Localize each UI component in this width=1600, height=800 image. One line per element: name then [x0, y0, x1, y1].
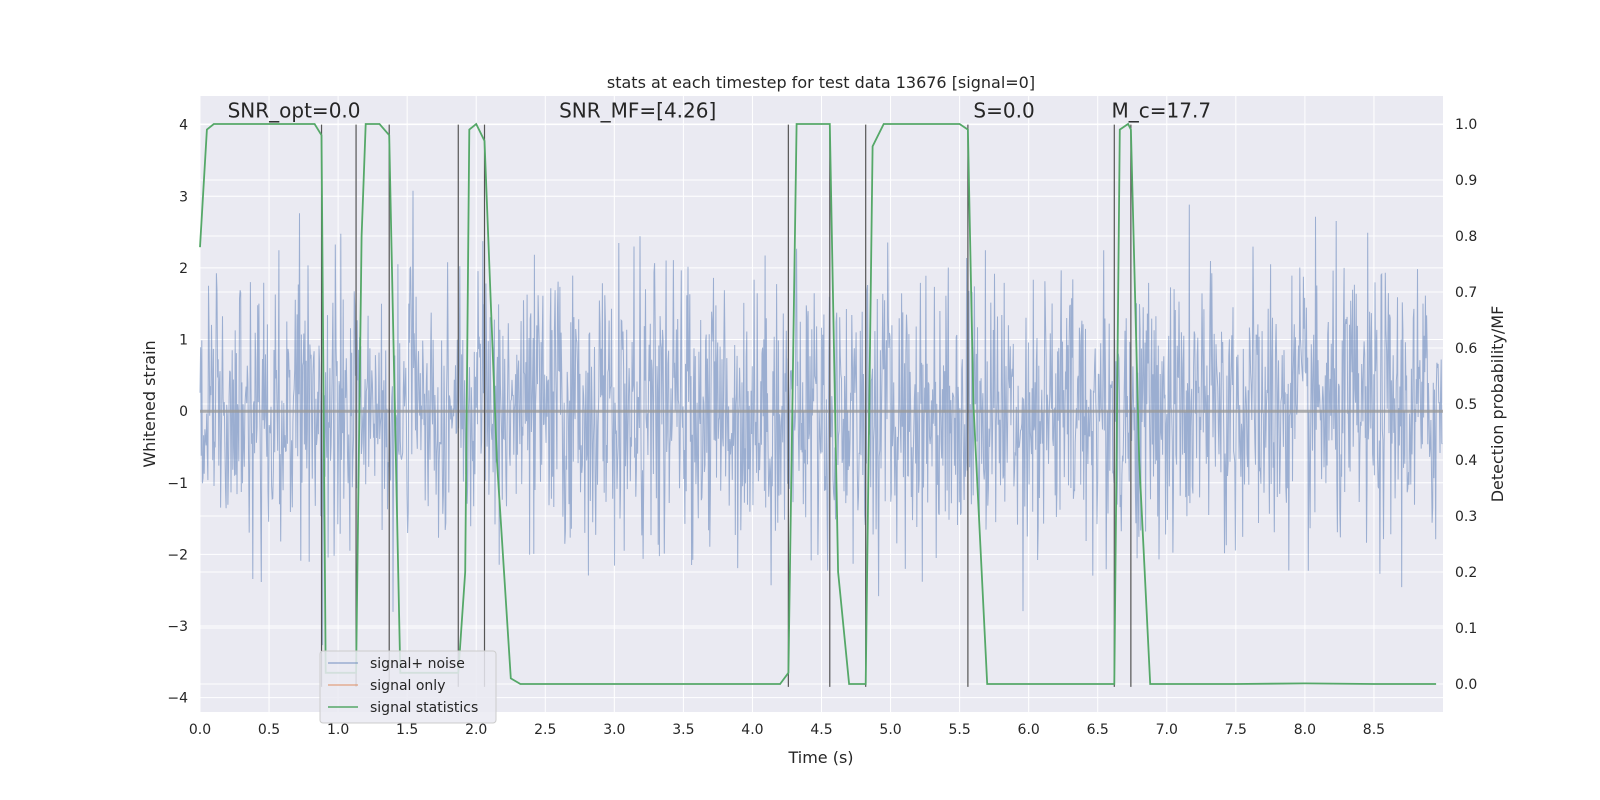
signal-noise-series: [199, 190, 1443, 646]
x-tick-label: 8.0: [1294, 722, 1316, 738]
y-right-tick-label: 0.3: [1455, 509, 1477, 525]
y-axis-right-label: Detection probability/MF: [1488, 306, 1507, 503]
x-tick-label: 2.0: [465, 722, 487, 738]
y-left-tick-label: 2: [179, 261, 188, 277]
y-left-tick-label: 0: [179, 404, 188, 420]
x-tick-label: 1.0: [327, 722, 349, 738]
x-tick-label: 6.5: [1087, 722, 1109, 738]
y-right-tick-label: 0.5: [1455, 397, 1477, 413]
signal-noise-line: [199, 190, 1443, 646]
y-left-tick-label: 1: [179, 333, 188, 349]
annotation-text: M_c=17.7: [1112, 98, 1212, 122]
legend-label-signal-only: signal only: [370, 678, 445, 694]
x-tick-label: 5.0: [879, 722, 901, 738]
x-tick-label: 8.5: [1363, 722, 1385, 738]
annotation-text: SNR_MF=[4.26]: [559, 98, 716, 122]
x-tick-label: 4.5: [810, 722, 832, 738]
y-left-tick-label: −1: [167, 476, 188, 492]
y-right-tick-label: 0.7: [1455, 285, 1477, 301]
x-tick-label: 2.5: [534, 722, 556, 738]
y-right-tick-label: 0.0: [1455, 677, 1477, 693]
y-right-tick-label: 0.2: [1455, 565, 1477, 581]
vertical-marker-lines: [320, 124, 1132, 687]
y-left-tick-label: 3: [179, 189, 188, 205]
y-left-tick-label: 4: [179, 118, 188, 134]
x-tick-label: 0.5: [258, 722, 280, 738]
y-right-tick-label: 0.8: [1455, 229, 1477, 245]
annotations: SNR_opt=0.0 SNR_MF=[4.26] S=0.0 M_c=17.7: [228, 98, 1211, 122]
x-tick-label: 4.0: [741, 722, 763, 738]
y-right-tick-label: 0.1: [1455, 621, 1477, 637]
x-tick-label: 7.5: [1225, 722, 1247, 738]
x-tick-label: 3.0: [603, 722, 625, 738]
legend: signal+ noise signal only signal statist…: [319, 650, 497, 724]
y-right-tick-label: 0.9: [1455, 173, 1477, 189]
annotation-text: SNR_opt=0.0: [228, 98, 361, 122]
y-right-tick-label: 0.6: [1455, 341, 1477, 357]
y-right-tick-label: 0.4: [1455, 453, 1477, 469]
x-tick-label: 7.0: [1156, 722, 1178, 738]
tick-labels: 0.0 0.5 1.0 1.5 2.0 2.5 3.0 3.5 4.0 4.5 5.0 5.5 6.0 6…: [167, 117, 1477, 738]
chart-title: stats at each timestep for test data 136…: [607, 73, 1035, 92]
x-tick-label: 6.0: [1018, 722, 1040, 738]
x-tick-label: 0.0: [189, 722, 211, 738]
y-left-tick-label: −3: [167, 619, 188, 635]
y-left-tick-label: −2: [167, 547, 188, 563]
x-axis-label: Time (s): [787, 748, 853, 767]
x-tick-label: 3.5: [672, 722, 694, 738]
x-tick-label: 5.5: [948, 722, 970, 738]
legend-box: [319, 650, 497, 724]
y-right-tick-label: 1.0: [1455, 117, 1477, 133]
y-axis-left-label: Whitened strain: [140, 340, 159, 467]
x-tick-label: 1.5: [396, 722, 418, 738]
legend-label-signal-statistics: signal statistics: [370, 700, 478, 716]
annotation-text: S=0.0: [973, 98, 1034, 122]
legend-label-signal-noise: signal+ noise: [370, 656, 465, 672]
y-left-tick-label: −4: [167, 691, 188, 707]
